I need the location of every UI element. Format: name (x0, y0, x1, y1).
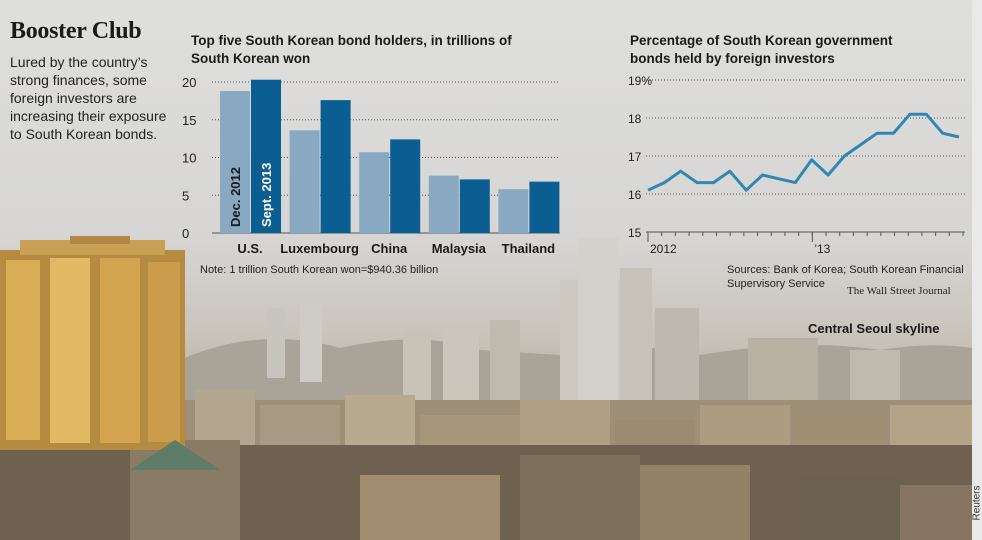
bar-category-label: China (371, 241, 408, 256)
line-chart-sources: Sources: Bank of Korea; South Korean Fin… (727, 264, 964, 290)
bar-category-label: Luxembourg (280, 241, 359, 256)
bar-sept2013-1 (320, 100, 351, 234)
bar-y-tick-label: 20 (182, 75, 196, 90)
publisher-credit: The Wall Street Journal (847, 285, 951, 297)
line-y-tick-label: 16 (628, 188, 642, 202)
bar-sept2013-0 (251, 79, 281, 233)
bar-chart: 0 5 10 15 20 U.S. Luxembourg China Malaysia Thail… (182, 75, 560, 256)
city-skyline-photo (0, 236, 972, 540)
bar-y-tick-label: 15 (182, 113, 196, 128)
photo-credit: Reuters (971, 485, 982, 521)
bar-sept2013-2 (390, 139, 421, 233)
bar-dec2012-4 (498, 189, 529, 233)
bar-category-label: Thailand (502, 241, 556, 256)
line-chart: 15 16 17 18 19% 2012 ’13 (628, 74, 965, 256)
bar-category-label: Malaysia (432, 241, 487, 256)
line-y-tick-label: 18 (628, 112, 642, 126)
bar-chart-title: Top five South Korean bond holders, in t… (191, 33, 512, 66)
line-y-tick-label: 17 (628, 150, 642, 164)
bar-dec2012-3 (428, 175, 459, 233)
bar-series-label: Sept. 2013 (259, 163, 274, 227)
headline: Booster Club (10, 18, 142, 44)
bar-y-tick-label: 5 (182, 188, 189, 203)
line-y-tick-label: 15 (628, 226, 642, 240)
line-x-tick-label: 2012 (650, 242, 677, 256)
bar-chart-note: Note: 1 trillion South Korean won=$940.3… (200, 264, 439, 276)
line-series-foreign-share (647, 112, 960, 192)
bar-sept2013-4 (529, 181, 560, 233)
bar-dec2012-2 (359, 152, 390, 233)
photo-credit-strip: Reuters (972, 0, 982, 540)
bar-y-tick-label: 0 (182, 226, 189, 241)
bar-y-tick-label: 10 (182, 151, 196, 166)
bar-series-label: Dec. 2012 (228, 167, 243, 227)
line-chart-title: Percentage of South Korean government bo… (630, 33, 893, 66)
line-y-tick-label: 19% (628, 74, 652, 88)
bar-dec2012-1 (289, 130, 320, 233)
bar-dec2012-0 (220, 91, 250, 233)
bar-sept2013-3 (459, 179, 490, 233)
deck-text: Lured by the country’s strong finances, … (10, 54, 167, 142)
photo-caption: Central Seoul skyline (808, 321, 940, 336)
bar-category-label: U.S. (237, 241, 262, 256)
line-x-tick-label: ’13 (814, 242, 830, 256)
